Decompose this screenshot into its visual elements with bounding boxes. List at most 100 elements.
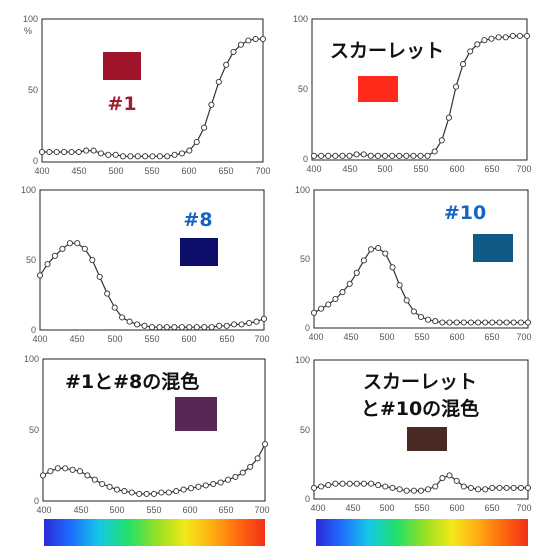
x-tick-label: 500 [379,503,394,513]
data-point [325,482,332,489]
y-tick-label: 0 [33,156,38,166]
data-point [143,490,150,497]
data-point [417,313,425,321]
data-point [106,483,113,490]
data-point [44,261,51,268]
x-tick-label: 550 [144,166,159,176]
data-point [318,152,325,159]
data-point [83,147,90,154]
data-point [223,61,230,68]
data-point [403,152,410,159]
data-point [119,314,126,321]
data-point [510,484,517,491]
y-tick-label: 50 [29,425,39,435]
series-curve [39,441,269,497]
data-point [339,289,346,296]
series-curve [310,244,532,326]
data-point [66,240,73,247]
data-point [215,78,222,85]
color-swatch [473,234,513,262]
data-point [74,240,81,247]
data-point [489,484,496,491]
data-point [403,487,410,494]
data-point [368,246,375,253]
y-unit-label: % [24,26,32,36]
y-tick-label: 100 [295,355,310,365]
data-point [488,35,495,42]
data-point [136,490,143,497]
data-point [61,148,68,156]
plot-frame [41,18,264,163]
data-point [126,318,133,325]
plot-frame [39,189,265,331]
x-tick-label: 500 [377,164,392,174]
data-point [165,489,172,496]
data-point [353,151,360,158]
data-point [346,480,353,487]
data-point [325,301,332,308]
sample-label-line: と#10の混色 [361,397,479,420]
data-point [180,486,187,493]
data-point [360,151,367,158]
data-point [503,484,510,491]
data-point [524,484,532,491]
data-point [163,324,170,331]
data-point [195,483,202,490]
data-point [187,485,195,492]
data-point [97,150,104,157]
data-point [142,153,149,160]
data-point [254,455,261,462]
data-point [360,480,367,487]
data-point [134,153,141,160]
data-point [186,147,193,154]
data-point [127,153,134,160]
x-tick-labels: 400 450 500 550 600 650 700 [36,505,269,515]
x-tick-label: 400 [308,332,323,342]
chart-panel-4: 100 50 0 400 450 500 550 600 650 700 #10 [295,185,532,342]
data-point [332,480,339,487]
data-point [460,61,467,68]
data-point [208,101,215,108]
x-tick-label: 450 [343,332,358,342]
x-tick-label: 400 [310,503,325,513]
data-point [121,488,128,495]
data-point [134,321,141,328]
chart-panel-6: 100 50 0 400 450 500 550 600 650 700 スカー… [295,355,532,546]
data-point [467,319,474,326]
data-point [47,468,54,475]
data-point [171,151,178,158]
x-tick-label: 500 [379,332,394,342]
x-tick-label: 400 [306,164,321,174]
x-tick-label: 500 [108,166,123,176]
data-point [332,152,339,159]
x-tick-label: 700 [254,505,269,515]
chart-panel-2: 100 50 0 400 450 500 550 600 650 700 スカー… [293,14,532,174]
data-point [353,269,360,276]
x-tick-label: 600 [449,503,464,513]
data-point [231,321,238,328]
spectrum-bar [316,519,528,546]
y-tick-label: 100 [295,185,310,195]
data-point [105,151,112,158]
x-tick-label: 700 [255,166,270,176]
data-point [69,466,76,473]
series-curve [310,472,532,494]
data-point [389,484,396,491]
data-point [232,473,239,480]
data-point [475,319,482,326]
data-point [216,322,223,329]
data-point [208,324,215,331]
x-tick-label: 650 [484,503,499,513]
data-point [76,468,84,475]
data-point [325,152,332,159]
x-tick-label: 600 [181,166,196,176]
data-point [509,32,516,39]
data-point [389,152,396,159]
data-point [425,486,432,493]
data-point [201,124,208,131]
chart-panel-5: 100 50 0 400 450 500 550 600 650 700 #1と… [24,354,270,546]
data-point [446,472,453,479]
data-point [111,304,118,311]
x-tick-label: 650 [484,332,499,342]
chart-panel-1: % 100 50 0 400 450 500 550 600 650 700 #… [23,14,271,176]
